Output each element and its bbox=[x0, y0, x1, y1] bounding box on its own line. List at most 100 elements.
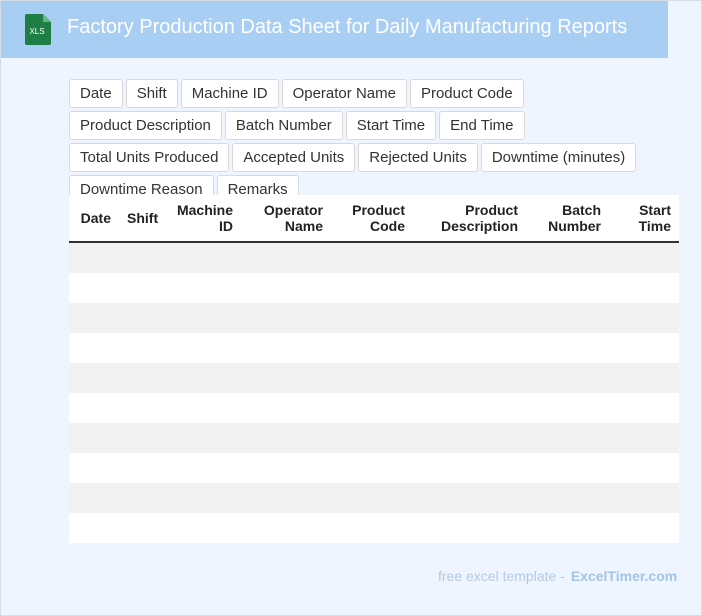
table-cell bbox=[526, 423, 609, 453]
table-cell bbox=[241, 242, 331, 273]
page-title: Factory Production Data Sheet for Daily … bbox=[67, 16, 628, 38]
tag[interactable]: Rejected Units bbox=[358, 143, 478, 172]
tag[interactable]: Shift bbox=[125, 79, 178, 108]
table-cell bbox=[165, 273, 241, 303]
tag[interactable]: End Time bbox=[439, 111, 525, 140]
table-cell bbox=[165, 333, 241, 363]
table-cell bbox=[119, 363, 165, 393]
table-cell bbox=[609, 483, 679, 513]
table-cell bbox=[69, 423, 119, 453]
table-cell bbox=[165, 393, 241, 423]
table-cell bbox=[413, 363, 526, 393]
table-cell bbox=[526, 513, 609, 543]
table-cell bbox=[609, 513, 679, 543]
table-cell bbox=[331, 333, 413, 363]
table-cell bbox=[609, 453, 679, 483]
table-cell bbox=[609, 242, 679, 273]
tag[interactable]: Accepted Units bbox=[232, 143, 356, 172]
table-row bbox=[69, 423, 679, 453]
column-header: Product Description bbox=[413, 195, 526, 243]
xls-icon: XLS bbox=[25, 14, 51, 45]
table-cell bbox=[609, 363, 679, 393]
footer-text: free excel template - bbox=[438, 568, 565, 584]
tag[interactable]: Machine ID bbox=[180, 79, 279, 108]
table-cell bbox=[413, 242, 526, 273]
table-cell bbox=[241, 393, 331, 423]
table-cell bbox=[526, 453, 609, 483]
table-cell bbox=[609, 333, 679, 363]
table-cell bbox=[413, 423, 526, 453]
column-header: Shift bbox=[119, 195, 165, 243]
table-cell bbox=[331, 513, 413, 543]
table-row bbox=[69, 273, 679, 303]
table-cell bbox=[69, 513, 119, 543]
table-row bbox=[69, 393, 679, 423]
column-header: Batch Number bbox=[526, 195, 609, 243]
table-cell bbox=[165, 303, 241, 333]
table-cell bbox=[241, 483, 331, 513]
footer: free excel template - ExcelTimer.com bbox=[438, 568, 677, 584]
table-cell bbox=[609, 423, 679, 453]
icon-label: XLS bbox=[29, 27, 44, 36]
table-cell bbox=[241, 363, 331, 393]
table-cell bbox=[119, 483, 165, 513]
tag[interactable]: Product Description bbox=[69, 111, 222, 140]
column-header: Machine ID bbox=[165, 195, 241, 243]
table-cell bbox=[165, 242, 241, 273]
brand-link[interactable]: ExcelTimer.com bbox=[570, 568, 678, 584]
table-cell bbox=[331, 393, 413, 423]
table-cell bbox=[413, 483, 526, 513]
table-row bbox=[69, 483, 679, 513]
table-cell bbox=[119, 242, 165, 273]
column-header: Product Code bbox=[331, 195, 413, 243]
table-cell bbox=[526, 393, 609, 423]
table-cell bbox=[69, 483, 119, 513]
table-cell bbox=[69, 303, 119, 333]
tag[interactable]: Batch Number bbox=[224, 111, 343, 140]
table-cell bbox=[165, 423, 241, 453]
table-row bbox=[69, 242, 679, 273]
tag[interactable]: Date bbox=[69, 79, 123, 108]
table-cell bbox=[609, 393, 679, 423]
table-cell bbox=[331, 363, 413, 393]
tag[interactable]: Total Units Produced bbox=[69, 143, 230, 172]
table-row bbox=[69, 513, 679, 543]
table-cell bbox=[241, 303, 331, 333]
table-cell bbox=[526, 483, 609, 513]
table-cell bbox=[526, 333, 609, 363]
table-cell bbox=[413, 453, 526, 483]
table-cell bbox=[69, 393, 119, 423]
table-cell bbox=[69, 363, 119, 393]
table-cell bbox=[526, 273, 609, 303]
table-cell bbox=[241, 423, 331, 453]
table-cell bbox=[331, 242, 413, 273]
table-cell bbox=[609, 303, 679, 333]
tag[interactable]: Operator Name bbox=[281, 79, 407, 108]
table-cell bbox=[119, 393, 165, 423]
table-cell bbox=[119, 453, 165, 483]
tag[interactable]: Downtime (minutes) bbox=[480, 143, 637, 172]
table-cell bbox=[165, 363, 241, 393]
table-cell bbox=[331, 273, 413, 303]
table-row bbox=[69, 333, 679, 363]
column-header: Start Time bbox=[609, 195, 679, 243]
table-row bbox=[69, 363, 679, 393]
tag[interactable]: Start Time bbox=[345, 111, 437, 140]
table-cell bbox=[119, 333, 165, 363]
table-cell bbox=[241, 333, 331, 363]
table-cell bbox=[119, 513, 165, 543]
tag[interactable]: Product Code bbox=[409, 79, 524, 108]
table-cell bbox=[413, 303, 526, 333]
table-cell bbox=[165, 453, 241, 483]
table-cell bbox=[413, 273, 526, 303]
table-row bbox=[69, 303, 679, 333]
table-cell bbox=[526, 363, 609, 393]
tag-list: Date Shift Machine ID Operator Name Product … bbox=[69, 79, 679, 204]
column-header: Date bbox=[69, 195, 119, 243]
table-cell bbox=[413, 333, 526, 363]
table-cell bbox=[165, 483, 241, 513]
table-cell bbox=[241, 513, 331, 543]
table-cell bbox=[69, 242, 119, 273]
header-bar: XLS Factory Production Data Sheet for Da… bbox=[1, 1, 668, 58]
